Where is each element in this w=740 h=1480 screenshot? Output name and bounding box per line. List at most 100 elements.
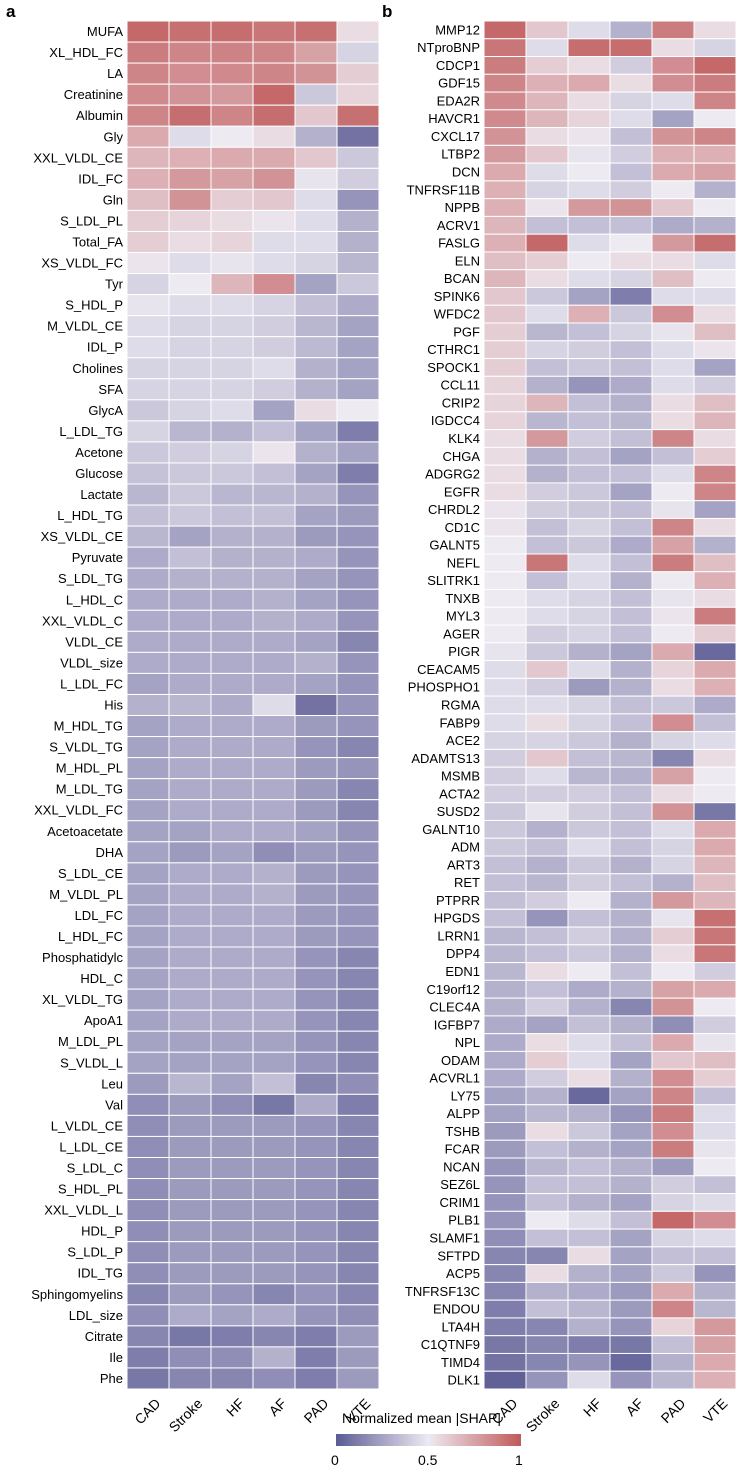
heatmap-cell-a-27-4 (294, 588, 338, 611)
heatmap-cell-b-49-3 (609, 891, 653, 910)
heatmap-cell-b-13-3 (609, 251, 653, 271)
heatmap-cell-a-48-0 (126, 1030, 170, 1053)
row-label-a: L_VLDL_CE (51, 1118, 124, 1133)
heatmap-cell-b-12-1 (525, 233, 569, 253)
heatmap-cell-a-56-1 (168, 1199, 212, 1222)
heatmap-cell-a-9-0 (126, 209, 170, 232)
row-label-b: ACVRL1 (429, 1071, 480, 1086)
heatmap-cell-b-68-2 (567, 1228, 611, 1248)
heatmap-cell-b-75-1 (525, 1352, 569, 1372)
heatmap-cell-a-53-3 (252, 1135, 296, 1158)
row-label-a: Total_FA (72, 234, 123, 249)
heatmap-cell-a-39-2 (210, 841, 254, 864)
heatmap-cell-b-76-0 (483, 1370, 527, 1390)
heatmap-cell-b-51-2 (567, 926, 611, 946)
heatmap-cell-b-49-5 (693, 891, 737, 910)
heatmap-cell-b-58-1 (525, 1050, 569, 1070)
heatmap-cell-b-6-0 (483, 127, 527, 146)
heatmap-cell-a-12-2 (210, 273, 254, 296)
row-label-a: XXL_VLDL_C (42, 613, 123, 628)
heatmap-cell-a-28-2 (210, 609, 254, 632)
heatmap-cell-b-45-1 (525, 819, 569, 839)
row-label-a: L_HDL_C (66, 592, 123, 607)
heatmap-cell-b-61-0 (483, 1104, 527, 1124)
heatmap-cell-a-55-2 (210, 1178, 254, 1201)
heatmap-cell-a-61-3 (252, 1304, 296, 1327)
heatmap-cell-b-51-4 (651, 926, 695, 946)
heatmap-cell-b-5-5 (693, 109, 737, 129)
heatmap-cell-b-19-4 (651, 358, 695, 377)
heatmap-cell-b-33-4 (651, 606, 695, 626)
heatmap-cell-a-54-4 (294, 1156, 338, 1180)
heatmap-cell-a-32-0 (126, 693, 170, 717)
heatmap-cell-a-5-2 (210, 125, 254, 148)
heatmap-cell-b-40-0 (483, 731, 527, 750)
row-label-b: AGER (443, 626, 480, 641)
heatmap-cell-b-34-3 (609, 624, 653, 644)
heatmap-cell-a-39-0 (126, 841, 170, 864)
heatmap-cell-a-63-0 (126, 1346, 170, 1369)
heatmap-cell-b-72-5 (693, 1299, 737, 1319)
heatmap-cell-b-60-0 (483, 1086, 527, 1106)
heatmap-cell-b-48-4 (651, 873, 695, 893)
heatmap-cell-b-64-5 (693, 1157, 737, 1177)
heatmap-cell-a-12-1 (168, 273, 212, 296)
heatmap-cell-a-2-1 (168, 62, 212, 85)
heatmap-cell-b-48-5 (693, 873, 737, 893)
heatmap-cell-a-2-2 (210, 62, 254, 85)
heatmap-cell-b-60-5 (693, 1086, 737, 1106)
heatmap-cell-a-19-1 (168, 420, 212, 443)
heatmap-cell-b-57-2 (567, 1033, 611, 1052)
heatmap-cell-b-75-3 (609, 1352, 653, 1372)
heatmap-cell-b-40-2 (567, 731, 611, 750)
heatmap-cell-a-26-3 (252, 567, 296, 590)
row-label-b: CXCL17 (431, 129, 480, 144)
heatmap-cell-b-14-4 (651, 269, 695, 288)
heatmap-cell-b-35-5 (693, 642, 737, 662)
heatmap-cell-b-55-3 (609, 997, 653, 1017)
heatmap-cell-b-53-2 (567, 962, 611, 981)
row-label-a: Val (105, 1097, 123, 1112)
heatmap-cell-b-56-4 (651, 1015, 695, 1035)
heatmap-cell-b-66-1 (525, 1193, 569, 1212)
heatmap-cell-a-19-5 (336, 420, 380, 443)
heatmap-cell-b-19-5 (693, 358, 737, 377)
row-label-a: M_VLDL_CE (47, 319, 123, 334)
heatmap-cell-a-59-0 (126, 1262, 170, 1285)
column-label-a-0: CAD (131, 1395, 163, 1427)
heatmap-cell-a-8-3 (252, 188, 296, 211)
heatmap-cell-a-2-5 (336, 62, 380, 85)
heatmap-cell-a-27-2 (210, 588, 254, 611)
row-label-b: LRRN1 (437, 928, 480, 943)
heatmap-cell-b-13-2 (567, 251, 611, 271)
heatmap-cell-b-33-2 (567, 606, 611, 626)
heatmap-cell-b-11-4 (651, 215, 695, 235)
heatmap-cell-a-52-2 (210, 1114, 254, 1137)
heatmap-cell-b-58-5 (693, 1050, 737, 1070)
heatmap-cell-a-10-2 (210, 230, 254, 254)
heatmap-cell-b-47-1 (525, 855, 569, 875)
heatmap-cell-b-15-0 (483, 286, 527, 306)
heatmap-cell-b-32-5 (693, 589, 737, 608)
row-label-b: GALNT5 (429, 538, 480, 553)
heatmap-cell-a-30-2 (210, 651, 254, 674)
heatmap-cell-a-52-0 (126, 1114, 170, 1137)
heatmap-cell-a-3-0 (126, 83, 170, 106)
heatmap-cell-b-4-1 (525, 91, 569, 111)
heatmap-cell-a-13-3 (252, 294, 296, 317)
heatmap-cell-b-55-1 (525, 997, 569, 1017)
column-label-b-2: HF (580, 1395, 605, 1420)
heatmap-cell-a-39-3 (252, 841, 296, 864)
row-label-a: XL_HDL_FC (49, 45, 123, 60)
heatmap-cell-b-70-3 (609, 1264, 653, 1283)
heatmap-cell-a-58-4 (294, 1241, 338, 1264)
heatmap-cell-a-31-3 (252, 672, 296, 695)
heatmap-cell-b-67-5 (693, 1210, 737, 1230)
heatmap-cell-b-16-1 (525, 304, 569, 324)
heatmap-cell-b-58-3 (609, 1050, 653, 1070)
heatmap-cell-b-57-0 (483, 1033, 527, 1052)
heatmap-cell-b-49-4 (651, 891, 695, 910)
row-label-b: ADM (451, 840, 480, 855)
row-label-b: SLAMF1 (429, 1230, 480, 1245)
row-label-a: Lactate (80, 487, 123, 502)
